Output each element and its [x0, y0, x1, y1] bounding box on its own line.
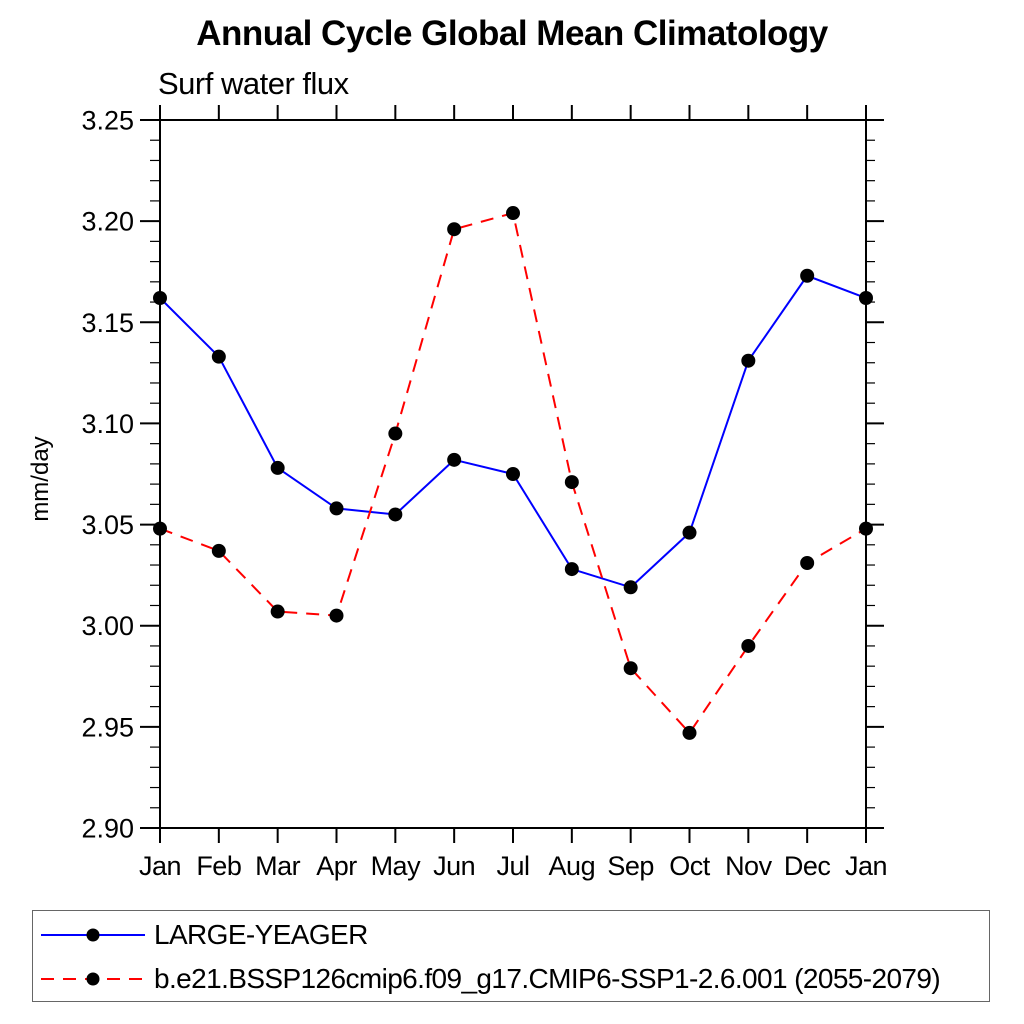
- legend-sample-dashed-red-line: [41, 972, 145, 986]
- data-point: [564, 475, 579, 490]
- legend-label: LARGE-YEAGER: [154, 919, 368, 950]
- data-point: [800, 268, 815, 283]
- x-tick-label: May: [371, 851, 422, 881]
- y-tick-label: 3.25: [81, 106, 134, 136]
- data-point: [741, 353, 756, 368]
- x-tick-label: Jan: [845, 851, 887, 881]
- y-tick-label: 3.10: [81, 409, 134, 439]
- x-tick-label: Aug: [549, 851, 596, 881]
- y-axis-ticks: 2.90 2.95 3.00 3.05 3.10 3.15 3.20 3.25: [81, 106, 884, 844]
- x-tick-label: Jun: [433, 851, 475, 881]
- series-markers-0: [153, 268, 873, 595]
- data-point: [447, 452, 462, 467]
- data-point: [564, 562, 579, 577]
- legend-entry-cmip6-ssp1: b.e21.BSSP126cmip6.f09_g17.CMIP6-SSP1-2.…: [38, 963, 941, 994]
- data-point: [211, 349, 226, 364]
- data-point: [153, 291, 167, 306]
- data-point: [447, 222, 462, 237]
- data-point: [211, 543, 226, 558]
- x-tick-label: Dec: [784, 851, 831, 881]
- data-point: [153, 521, 167, 536]
- series-markers-1: [153, 206, 873, 740]
- data-point: [270, 460, 285, 475]
- data-point: [270, 604, 285, 619]
- chart-subtitle: Surf water flux: [158, 66, 349, 101]
- x-tick-label: Nov: [725, 851, 773, 881]
- data-point: [741, 638, 756, 653]
- y-tick-label: 2.90: [81, 814, 134, 844]
- x-tick-label: Jul: [496, 851, 529, 881]
- x-tick-label: Feb: [196, 851, 241, 881]
- data-point: [506, 206, 520, 221]
- data-point: [388, 507, 403, 522]
- data-point: [800, 556, 815, 571]
- series-line-0: [159, 274, 867, 589]
- data-point: [506, 467, 520, 481]
- data-point: [329, 608, 344, 623]
- data-point: [859, 291, 873, 306]
- data-point: [329, 501, 344, 516]
- x-tick-label: Oct: [669, 851, 711, 881]
- chart-title: Annual Cycle Global Mean Climatology: [196, 14, 828, 53]
- data-point: [859, 521, 873, 536]
- x-tick-label: Jan: [139, 851, 181, 881]
- data-point: [388, 426, 403, 441]
- y-tick-label: 2.95: [81, 712, 134, 742]
- x-axis-ticks: Jan Feb Mar Apr May Jun Jul Aug Sep Oct Nov Dec Jan: [139, 105, 888, 881]
- legend-label: b.e21.BSSP126cmip6.f09_g17.CMIP6-SSP1-2.…: [154, 963, 941, 994]
- y-tick-label: 3.15: [81, 308, 134, 338]
- data-point: [623, 580, 638, 595]
- y-tick-label: 3.05: [81, 510, 134, 540]
- legend-entry-large-yeager: LARGE-YEAGER: [38, 919, 368, 950]
- data-point: [623, 661, 638, 676]
- y-tick-label: 3.20: [81, 207, 134, 237]
- x-tick-label: Mar: [255, 851, 301, 881]
- data-point: [682, 725, 697, 740]
- x-tick-label: Sep: [607, 851, 654, 881]
- legend-sample-solid-blue-line: [41, 928, 145, 942]
- x-tick-label: Apr: [316, 851, 357, 881]
- legend-box: LARGE-YEAGER b.e21.BSSP126cmip6.f09_g17.…: [32, 910, 990, 1002]
- y-tick-label: 3.00: [81, 611, 134, 641]
- data-point: [682, 525, 697, 540]
